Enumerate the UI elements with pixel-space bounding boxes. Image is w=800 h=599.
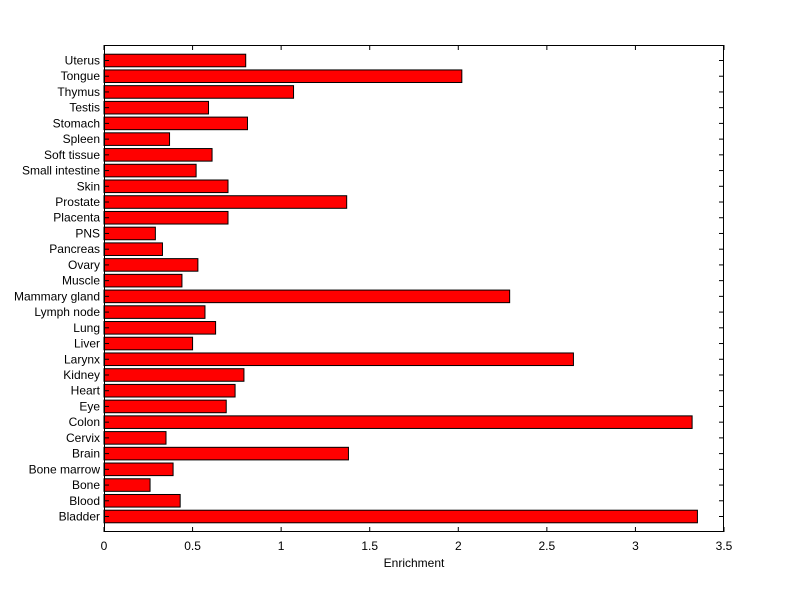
x-tick-label: 1 <box>278 539 285 553</box>
bar <box>103 210 229 225</box>
bar <box>103 53 247 68</box>
y-tick-label: Soft tissue <box>44 148 100 162</box>
y-tick-label: Prostate <box>55 195 100 209</box>
x-tick-label: 2.5 <box>539 539 556 553</box>
bar <box>103 258 199 272</box>
bar <box>103 305 206 319</box>
y-tick-label: Bone marrow <box>29 462 101 476</box>
bar <box>103 368 245 382</box>
bar <box>103 195 348 209</box>
bar <box>103 478 151 492</box>
bar <box>103 399 227 414</box>
x-tick-label: 3 <box>632 539 639 553</box>
bar <box>103 493 181 508</box>
y-tick-label: Lymph node <box>34 305 100 319</box>
y-tick-label: Stomach <box>53 116 100 130</box>
y-tick-label: Mammary gland <box>14 289 100 303</box>
x-tick-labels: 0 0.5 1 1.5 2 2.5 3 3.5 <box>101 539 733 553</box>
y-tick-label: Kidney <box>63 368 100 382</box>
y-tick-label: Skin <box>77 179 100 193</box>
bar <box>103 85 295 99</box>
bar <box>103 446 349 461</box>
y-tick-label: Liver <box>74 337 100 351</box>
y-tick-label: PNS <box>75 226 100 240</box>
bar <box>103 336 194 351</box>
y-tick-label: Pancreas <box>49 242 100 256</box>
bar <box>103 226 156 241</box>
x-axis-label: Enrichment <box>384 556 445 570</box>
y-tick-label: Placenta <box>53 211 100 225</box>
bar <box>103 321 217 335</box>
x-tick-label: 1.5 <box>361 539 378 553</box>
y-tick-label: Bladder <box>59 510 100 524</box>
y-tick-label: Cervix <box>66 431 100 445</box>
bar <box>103 273 183 288</box>
y-tick-label: Spleen <box>63 132 100 146</box>
bar <box>103 431 167 445</box>
bar <box>103 415 693 429</box>
y-tick-label: Lung <box>73 321 100 335</box>
bar <box>103 462 174 477</box>
x-tick-label: 2 <box>455 539 462 553</box>
y-tick-label: Tongue <box>61 69 101 83</box>
plot-frame <box>104 45 724 532</box>
y-tick-label: Blood <box>69 494 100 508</box>
y-tick-label: Uterus <box>65 54 100 68</box>
y-tick-label: Colon <box>69 415 100 429</box>
bar <box>103 163 197 178</box>
bar <box>103 509 698 524</box>
bar <box>103 116 248 131</box>
y-tick-label: Testis <box>69 101 100 115</box>
y-tick-label: Muscle <box>62 274 100 288</box>
bar <box>103 100 210 115</box>
x-tick-label: 0.5 <box>184 539 201 553</box>
y-tick-label: Larynx <box>64 352 100 366</box>
bar <box>103 352 574 367</box>
bar <box>103 383 236 398</box>
y-tick-label: Heart <box>71 384 101 398</box>
bar <box>103 132 171 146</box>
x-tick-label: 3.5 <box>716 539 733 553</box>
bar <box>103 242 163 256</box>
y-tick-label: Thymus <box>57 85 100 99</box>
bar <box>103 179 229 194</box>
y-tick-label: Brain <box>72 447 100 461</box>
bar <box>103 69 463 84</box>
y-tick-label: Bone <box>72 478 100 492</box>
y-tick-label: Eye <box>79 399 100 413</box>
bar <box>103 289 511 304</box>
y-tick-label: Small intestine <box>22 164 100 178</box>
x-tick-label: 0 <box>101 539 108 553</box>
y-tick-label: Ovary <box>68 258 100 272</box>
bar <box>103 148 213 162</box>
